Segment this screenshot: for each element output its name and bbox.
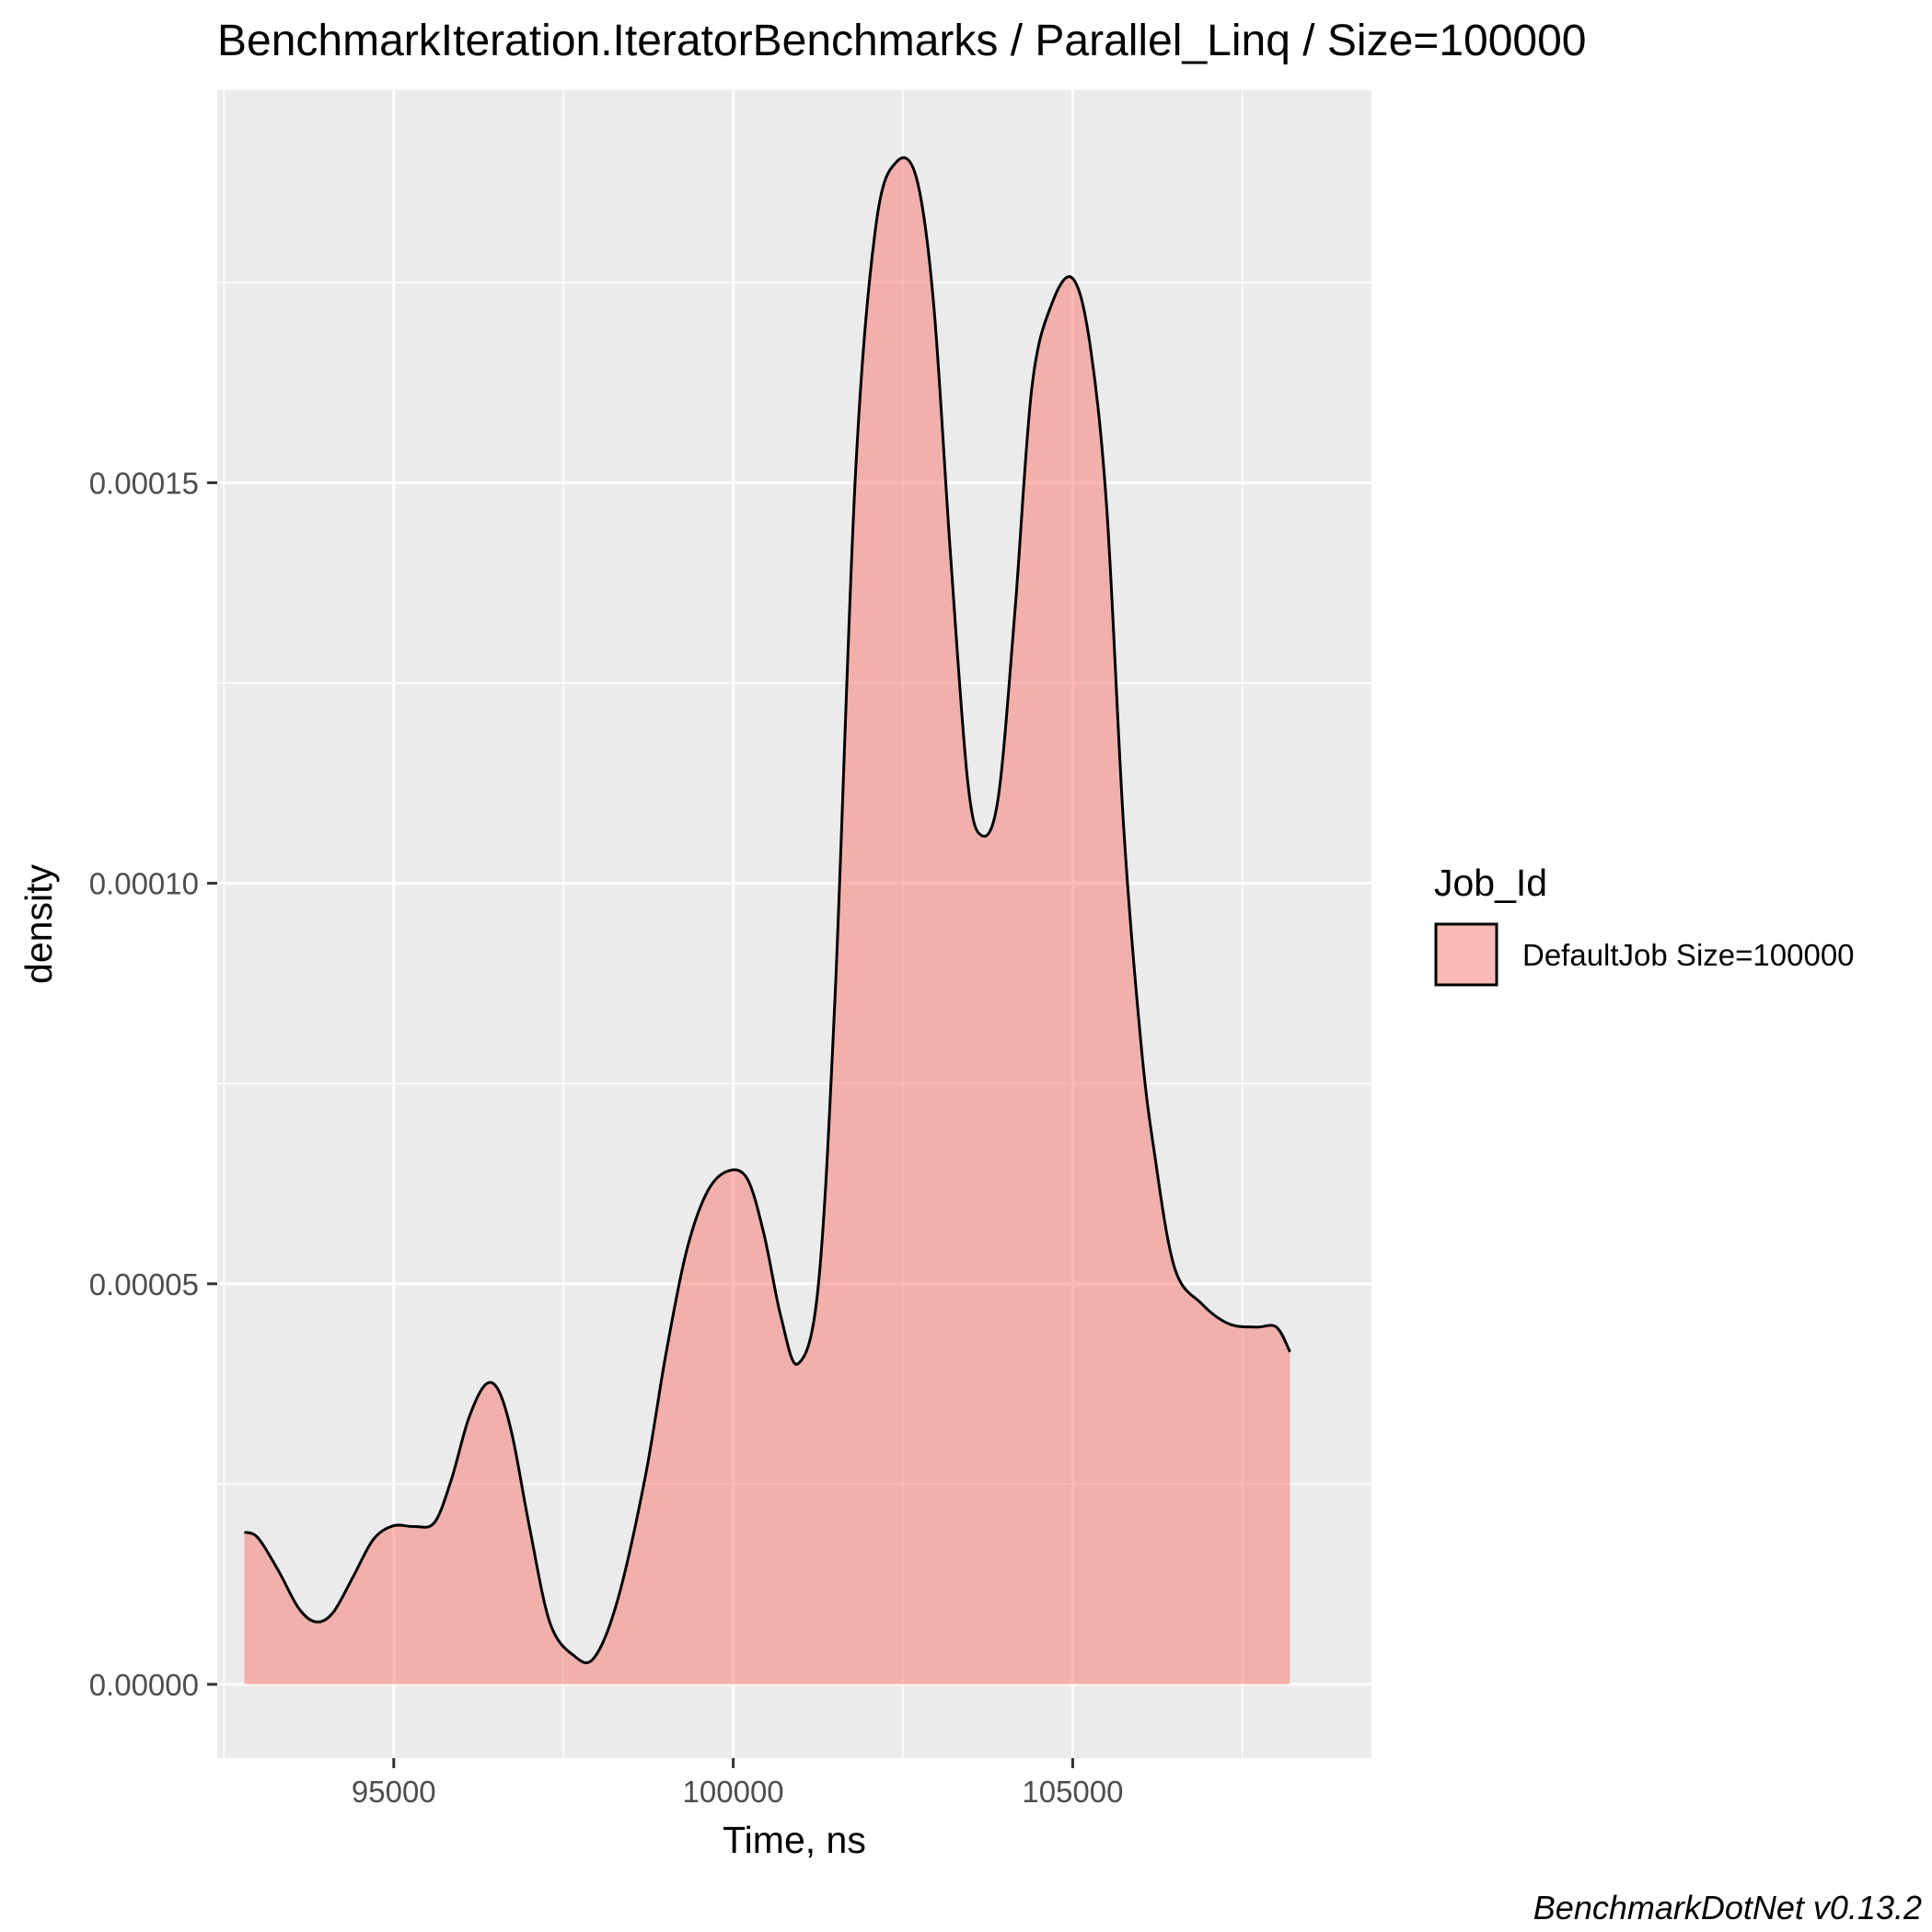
legend-entry-label: DefaultJob Size=100000 bbox=[1522, 938, 1855, 972]
y-tick-label: 0.00005 bbox=[89, 1267, 199, 1301]
x-axis-title: Time, ns bbox=[723, 1819, 866, 1861]
chart-title: BenchmarkIteration.IteratorBenchmarks / … bbox=[217, 17, 1586, 65]
y-tick-label: 0.00010 bbox=[89, 867, 199, 901]
x-tick-label: 105000 bbox=[1022, 1775, 1123, 1809]
density-area bbox=[244, 157, 1290, 1684]
x-tick-label: 100000 bbox=[683, 1775, 784, 1809]
legend: Job_Id DefaultJob Size=100000 bbox=[1434, 862, 1855, 987]
x-axis: 95000 100000 105000 bbox=[352, 1758, 1123, 1809]
legend-title: Job_Id bbox=[1434, 862, 1547, 904]
x-tick-label: 95000 bbox=[352, 1775, 436, 1809]
y-axis: 0.00000 0.00005 0.00010 0.00015 bbox=[89, 466, 217, 1702]
legend-key bbox=[1434, 922, 1498, 987]
y-tick-label: 0.00015 bbox=[89, 466, 199, 500]
y-axis-title: density bbox=[17, 864, 60, 984]
y-tick-label: 0.00000 bbox=[89, 1668, 199, 1702]
density-line bbox=[243, 156, 1291, 1665]
caption: BenchmarkDotNet v0.13.2 bbox=[1533, 1889, 1922, 1926]
